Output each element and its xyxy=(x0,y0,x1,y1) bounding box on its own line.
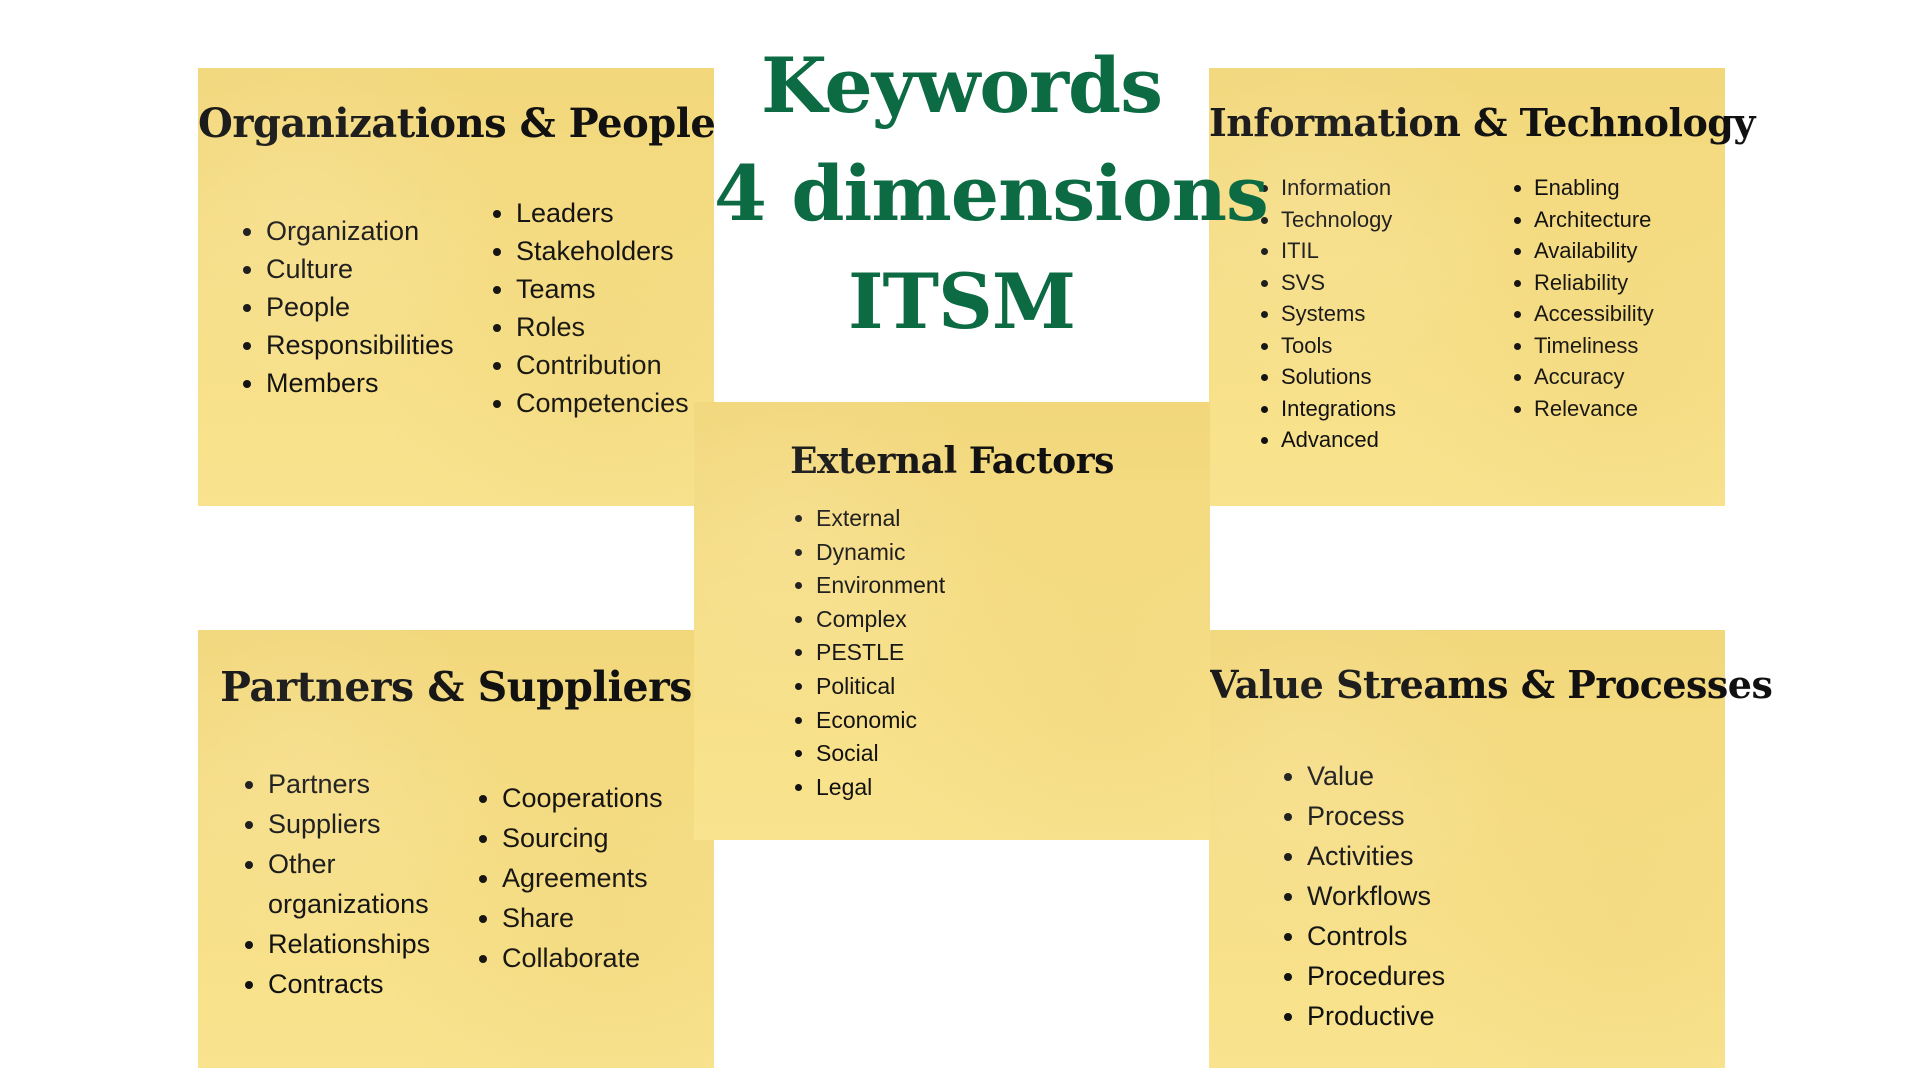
keyword-list: OrganizationCulturePeopleResponsibilitie… xyxy=(238,212,454,402)
keyword-item: Sourcing xyxy=(502,818,663,858)
keyword-list: EnablingArchitectureAvailabilityReliabil… xyxy=(1506,172,1654,424)
note-organizations-people: Organizations & People OrganizationCultu… xyxy=(198,68,716,506)
keyword-item: Legal xyxy=(816,771,945,805)
keyword-item: Reliability xyxy=(1534,267,1654,299)
keyword-item: Members xyxy=(266,364,454,402)
keyword-item: Relationships xyxy=(268,924,438,964)
keyword-item: Value xyxy=(1307,756,1445,796)
note-external-factors: External Factors ExternalDynamicEnvironm… xyxy=(694,402,1210,840)
keyword-item: Responsibilities xyxy=(266,326,454,364)
note-partners-suppliers: Partners & Suppliers PartnersSuppliersOt… xyxy=(198,630,714,1068)
keyword-list: ExternalDynamicEnvironmentComplexPESTLEP… xyxy=(788,502,945,804)
keyword-item: Stakeholders xyxy=(516,232,689,270)
keyword-item: Integrations xyxy=(1281,393,1396,425)
keyword-item: Process xyxy=(1307,796,1445,836)
keyword-item: Availability xyxy=(1534,235,1654,267)
keyword-item: Accuracy xyxy=(1534,361,1654,393)
keyword-item: Productive xyxy=(1307,996,1445,1036)
keyword-item: Architecture xyxy=(1534,204,1654,236)
keyword-item: Contribution xyxy=(516,346,689,384)
keyword-item: Workflows xyxy=(1307,876,1445,916)
keyword-item: Environment xyxy=(816,569,945,603)
keyword-item: Other organizations xyxy=(268,844,438,924)
keyword-item: Social xyxy=(816,737,945,771)
keyword-list: InformationTechnologyITILSVSSystemsTools… xyxy=(1253,172,1396,456)
keyword-item: Share xyxy=(502,898,663,938)
keyword-item: Advanced xyxy=(1281,424,1396,456)
keyword-item: ITIL xyxy=(1281,235,1396,267)
note-title: External Factors xyxy=(790,440,1114,482)
keyword-item: Organization xyxy=(266,212,454,250)
keyword-list: LeadersStakeholdersTeamsRolesContributio… xyxy=(488,194,689,422)
keyword-item: Enabling xyxy=(1534,172,1654,204)
note-title: Value Streams & Processes xyxy=(1209,662,1773,707)
keyword-item: Political xyxy=(816,670,945,704)
note-value-streams-processes: Value Streams & Processes ValueProcessAc… xyxy=(1209,630,1773,1068)
keyword-item: External xyxy=(816,502,945,536)
keyword-item: Competencies xyxy=(516,384,689,422)
keyword-item: Information xyxy=(1281,172,1396,204)
keyword-list: PartnersSuppliersOther organizationsRela… xyxy=(240,764,438,1004)
keyword-item: Accessibility xyxy=(1534,298,1654,330)
keyword-item: Solutions xyxy=(1281,361,1396,393)
keyword-item: Leaders xyxy=(516,194,689,232)
keyword-item: Dynamic xyxy=(816,536,945,570)
keyword-item: Agreements xyxy=(502,858,663,898)
keyword-item: Suppliers xyxy=(268,804,438,844)
keyword-list: ValueProcessActivitiesWorkflowsControlsP… xyxy=(1279,756,1445,1036)
keyword-item: Partners xyxy=(268,764,438,804)
note-title: Organizations & People xyxy=(198,100,716,147)
keyword-item: PESTLE xyxy=(816,636,945,670)
keyword-item: Contracts xyxy=(268,964,438,1004)
keyword-item: Economic xyxy=(816,704,945,738)
keyword-list: CooperationsSourcingAgreementsShareColla… xyxy=(474,778,663,978)
keyword-item: Activities xyxy=(1307,836,1445,876)
heading-line: ITSM xyxy=(847,257,1076,346)
keyword-item: Timeliness xyxy=(1534,330,1654,362)
note-title: Partners & Suppliers xyxy=(220,663,692,711)
keyword-item: Teams xyxy=(516,270,689,308)
note-information-technology: Information & Technology InformationTech… xyxy=(1209,68,1755,506)
keyword-item: Culture xyxy=(266,250,454,288)
keyword-item: Systems xyxy=(1281,298,1396,330)
heading-line: 4 dimensions xyxy=(714,149,1269,238)
keyword-item: Controls xyxy=(1307,916,1445,956)
keyword-item: Relevance xyxy=(1534,393,1654,425)
keyword-item: Complex xyxy=(816,603,945,637)
keyword-item: Tools xyxy=(1281,330,1396,362)
keyword-item: People xyxy=(266,288,454,326)
keyword-item: Technology xyxy=(1281,204,1396,236)
keyword-item: Procedures xyxy=(1307,956,1445,996)
heading-line: Keywords xyxy=(761,41,1163,130)
note-title: Information & Technology xyxy=(1209,100,1755,145)
keyword-item: Cooperations xyxy=(502,778,663,818)
keyword-item: Collaborate xyxy=(502,938,663,978)
main-heading: Keywords 4 dimensions ITSM xyxy=(714,32,1269,356)
keyword-item: SVS xyxy=(1281,267,1396,299)
keyword-item: Roles xyxy=(516,308,689,346)
